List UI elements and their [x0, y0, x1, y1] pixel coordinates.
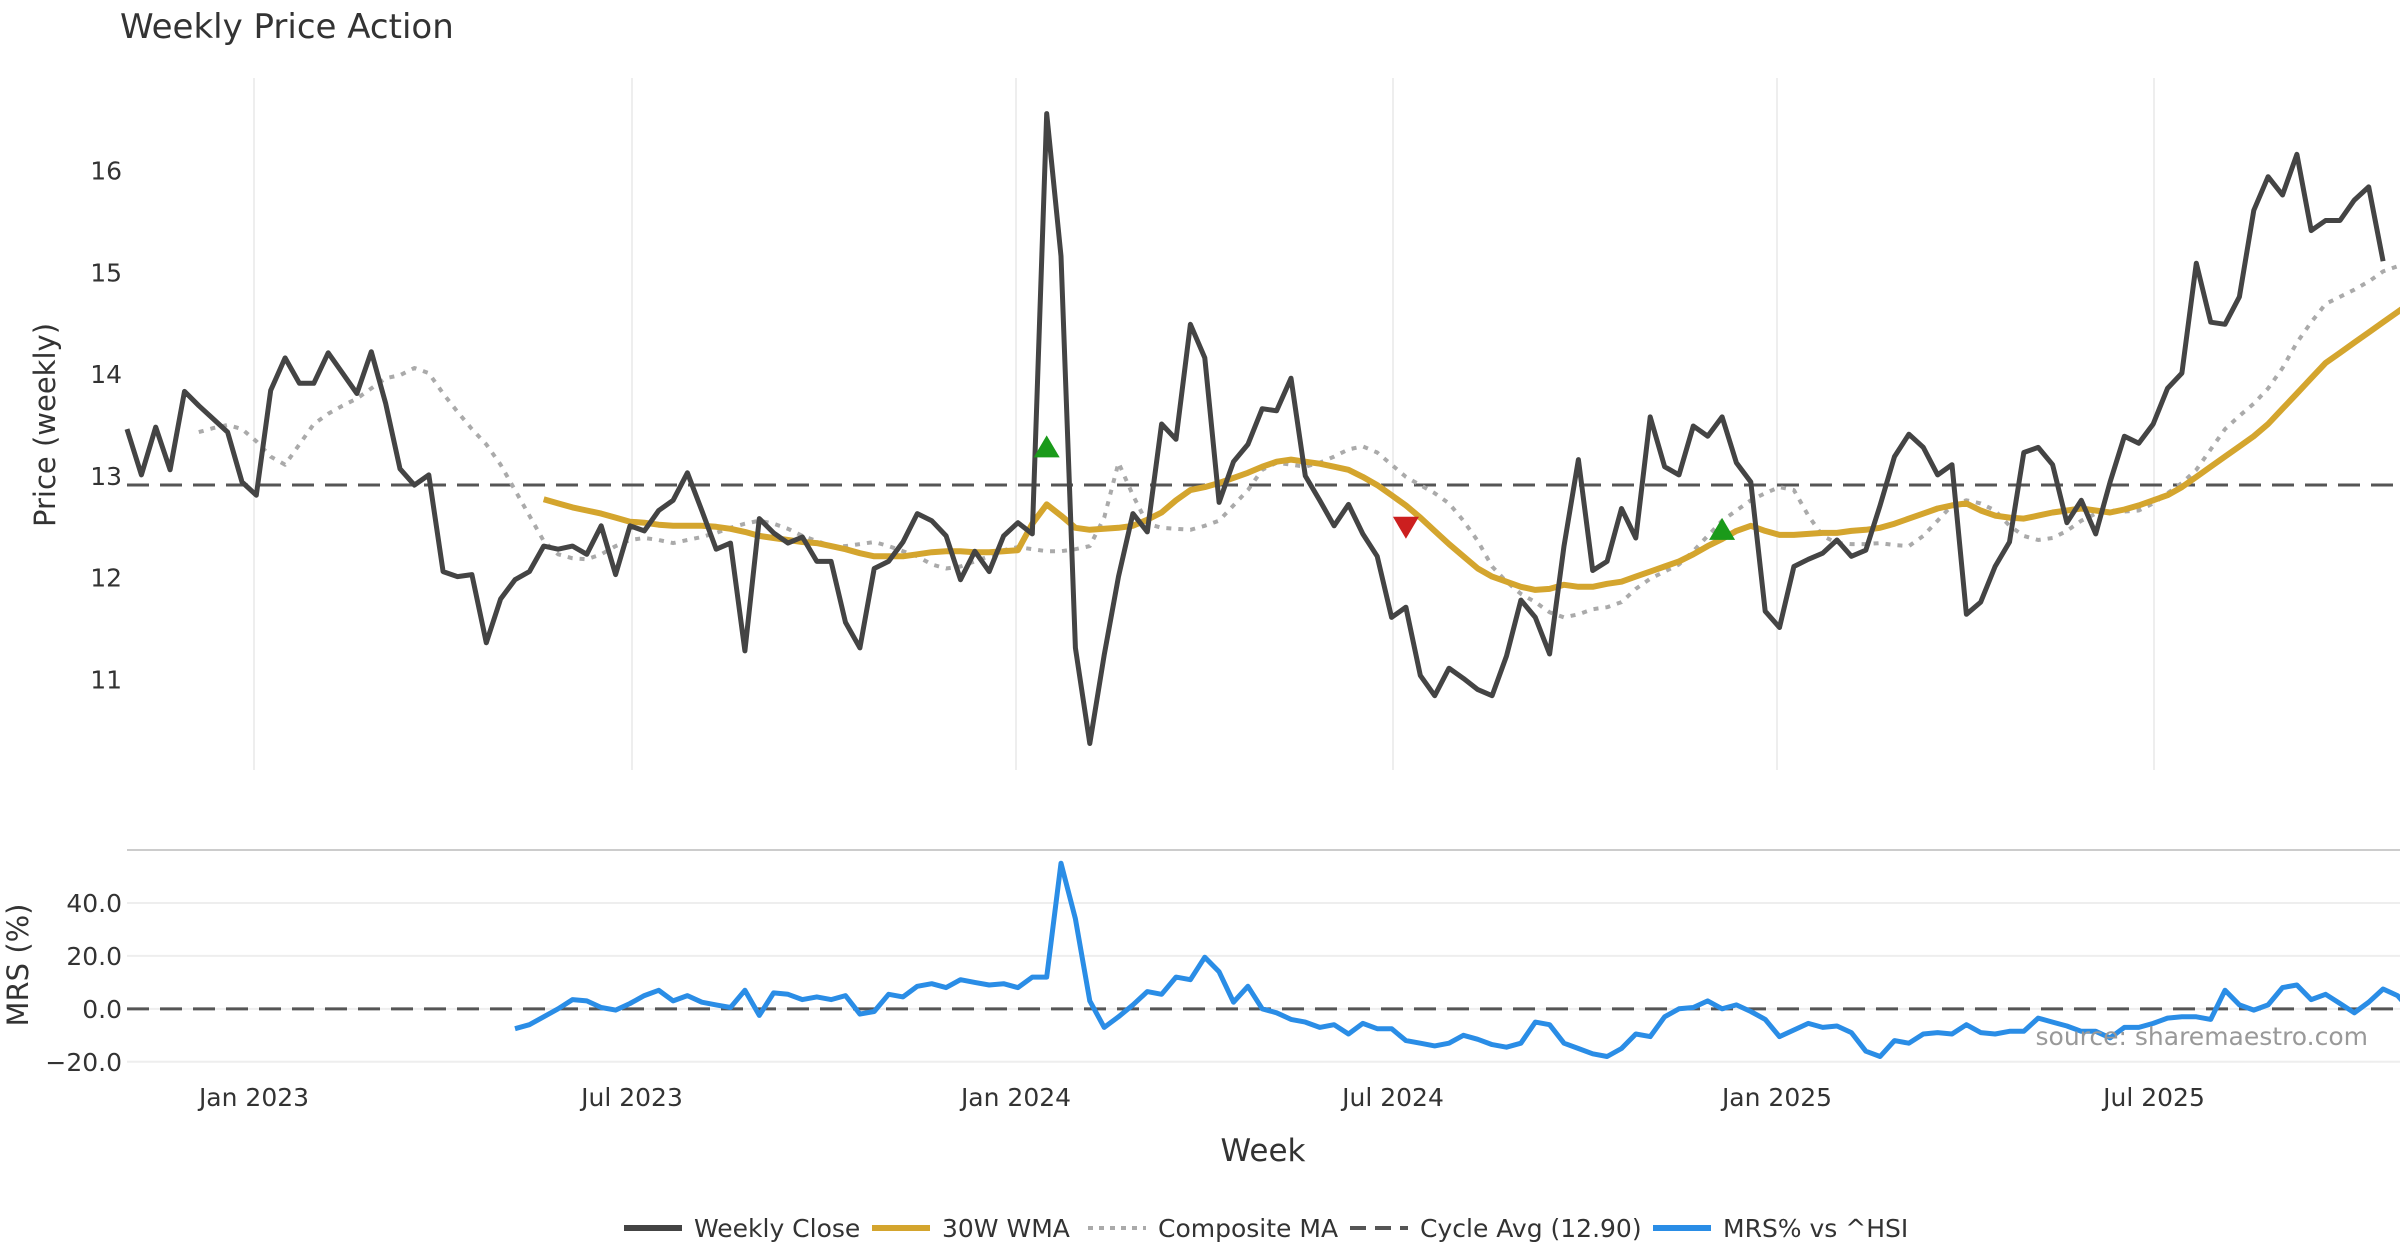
legend: Weekly Close 30W WMA Composite MA Cycle Avg… — [624, 1214, 1908, 1243]
legend-label: Weekly Close — [694, 1214, 860, 1243]
price-y-tick-label: 14 — [90, 360, 122, 389]
legend-item: Weekly Close — [624, 1214, 860, 1243]
price-gridlines — [253, 78, 2155, 770]
chart-title: Weekly Price Action — [120, 7, 454, 47]
price-y-tick-label: 13 — [90, 462, 122, 491]
price-y-tick-label: 16 — [90, 157, 122, 186]
price-y-ticks: 11 12 13 14 15 16 — [90, 157, 122, 695]
price-y-tick-label: 11 — [90, 665, 122, 694]
mrs-y-axis-label: MRS (%) — [1, 904, 35, 1027]
source-watermark: source: sharemaestro.com — [2036, 1022, 2369, 1051]
x-tick-label: Jul 2024 — [1340, 1083, 1444, 1112]
x-tick-label: Jul 2025 — [2101, 1083, 2205, 1112]
legend-item: Composite MA — [1088, 1214, 1338, 1243]
mrs-y-tick-label: 40.0 — [66, 889, 122, 918]
mrs-y-tick-label: 20.0 — [66, 942, 122, 971]
x-tick-label: Jul 2023 — [579, 1083, 683, 1112]
x-tick-label: Jan 2023 — [197, 1083, 309, 1112]
x-tick-label: Jan 2024 — [959, 1083, 1071, 1112]
price-panel: 11 12 13 14 15 16 Price (weekly) — [28, 78, 2400, 770]
buy-signal-marker — [1033, 435, 1060, 458]
price-y-tick-label: 15 — [90, 258, 122, 287]
price-y-axis-label: Price (weekly) — [28, 323, 62, 527]
legend-item: Cycle Avg (12.90) — [1350, 1214, 1642, 1243]
sell-signal-marker — [1392, 516, 1419, 539]
legend-label: MRS% vs ^HSI — [1723, 1214, 1908, 1243]
x-axis-ticks: Jan 2023 Jul 2023 Jan 2024 Jul 2024 Jan 2025… — [197, 1083, 2205, 1112]
buy-signal-marker — [1709, 517, 1736, 540]
mrs-y-tick-label: 0.0 — [82, 995, 122, 1024]
wma-30w-line — [542, 306, 2400, 593]
signal-markers — [1033, 435, 1736, 540]
weekly-close-line — [124, 111, 2386, 746]
price-y-tick-label: 12 — [90, 564, 122, 593]
mrs-line — [514, 860, 2400, 1059]
legend-item: 30W WMA — [872, 1214, 1070, 1243]
mrs-y-tick-label: −20.0 — [45, 1048, 122, 1077]
legend-item: MRS% vs ^HSI — [1653, 1214, 1908, 1243]
x-tick-label: Jan 2025 — [1720, 1083, 1832, 1112]
mrs-panel: 40.0 20.0 0.0 −20.0 MRS (%) source: sharema… — [1, 860, 2400, 1077]
x-axis-label: Week — [1221, 1133, 1306, 1169]
mrs-y-ticks: 40.0 20.0 0.0 −20.0 — [45, 889, 122, 1077]
legend-label: Composite MA — [1158, 1214, 1338, 1243]
legend-label: Cycle Avg (12.90) — [1420, 1214, 1642, 1243]
legend-label: 30W WMA — [942, 1214, 1070, 1243]
